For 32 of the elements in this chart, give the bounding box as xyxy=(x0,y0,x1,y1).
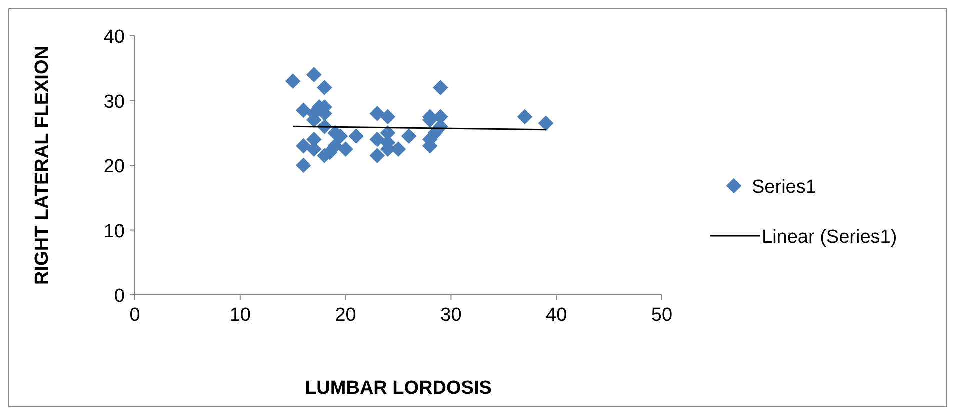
y-tick-label: 40 xyxy=(104,27,125,48)
point xyxy=(296,138,312,154)
y-tick-label: 20 xyxy=(104,156,125,178)
x-tick-label: 50 xyxy=(651,305,673,326)
x-tick-label: 10 xyxy=(230,305,251,326)
point xyxy=(285,74,301,89)
point xyxy=(328,138,343,154)
x-tick-label: 40 xyxy=(546,305,568,326)
point xyxy=(370,106,386,122)
y-tick-label: 10 xyxy=(104,221,125,242)
point xyxy=(538,116,554,132)
legend-label: Series1 xyxy=(752,177,816,198)
point xyxy=(306,67,322,83)
point xyxy=(432,80,448,96)
y-tick-label: 0 xyxy=(114,286,125,307)
point xyxy=(401,128,417,144)
x-tick-label: 0 xyxy=(130,305,140,326)
point xyxy=(380,109,396,125)
x-tick-label: 20 xyxy=(335,305,356,326)
point xyxy=(317,80,332,96)
x-tick-label: 30 xyxy=(440,305,462,326)
x-axis-title: LUMBAR LORDOSIS xyxy=(305,378,492,399)
point xyxy=(296,158,312,174)
y-axis-title: RIGHT LATERAL FLEXION xyxy=(32,46,53,285)
point xyxy=(370,132,386,148)
legend-label: Linear (Series1) xyxy=(762,227,898,248)
point xyxy=(338,142,354,157)
point xyxy=(517,109,533,125)
point xyxy=(296,102,312,118)
point xyxy=(370,148,386,164)
point xyxy=(348,128,364,144)
y-tick-label: 30 xyxy=(104,92,125,113)
